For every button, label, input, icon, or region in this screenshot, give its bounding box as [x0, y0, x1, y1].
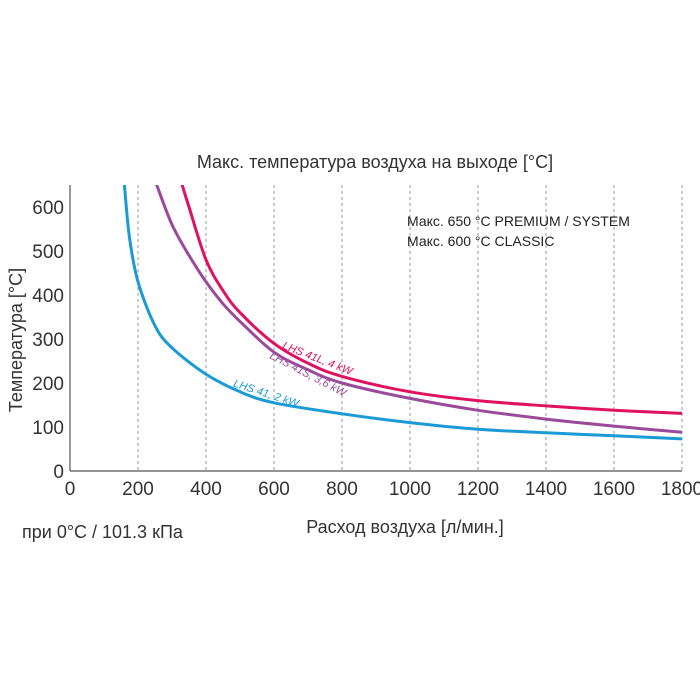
x-tick-label: 400	[190, 479, 222, 500]
x-tick-label: 200	[122, 479, 154, 500]
y-tick-label: 100	[32, 418, 64, 439]
x-tick-label: 800	[326, 479, 358, 500]
series-line-1	[180, 185, 682, 415]
y-axis-title: Температура [°C]	[6, 268, 26, 412]
y-tick-label: 200	[32, 374, 64, 395]
y-tick-label: 400	[32, 286, 64, 307]
x-tick-label: 1800	[661, 479, 700, 500]
x-tick-label: 600	[258, 479, 290, 500]
series-layer	[122, 185, 682, 441]
note-line-1: Макс. 650 °C PREMIUM / SYSTEM	[407, 213, 630, 229]
y-tick-label: 0	[53, 462, 64, 483]
note-line-2: Макс. 600 °C CLASSIC	[407, 233, 554, 249]
x-tick-label: 1000	[389, 479, 431, 500]
y-tick-label: 300	[32, 330, 64, 351]
chart-title: Макс. температура воздуха на выходе [°C]	[197, 152, 553, 172]
conditions-note: при 0°C / 101.3 кПа	[22, 522, 184, 542]
axes-layer	[69, 185, 682, 472]
x-tick-label: 1600	[593, 479, 635, 500]
series-line-2	[155, 185, 682, 434]
x-tick-label: 1400	[525, 479, 567, 500]
x-tick-label: 0	[65, 479, 76, 500]
x-tick-label: 1200	[457, 479, 499, 500]
y-tick-label: 600	[32, 198, 64, 219]
series-line-3	[122, 185, 682, 441]
y-tick-label: 500	[32, 242, 64, 263]
x-axis-title: Расход воздуха [л/мин.]	[306, 517, 504, 537]
labels-layer: 0 200 400 600 800 1000 1200 1400 1600 1800 0 100 200…	[32, 198, 700, 500]
